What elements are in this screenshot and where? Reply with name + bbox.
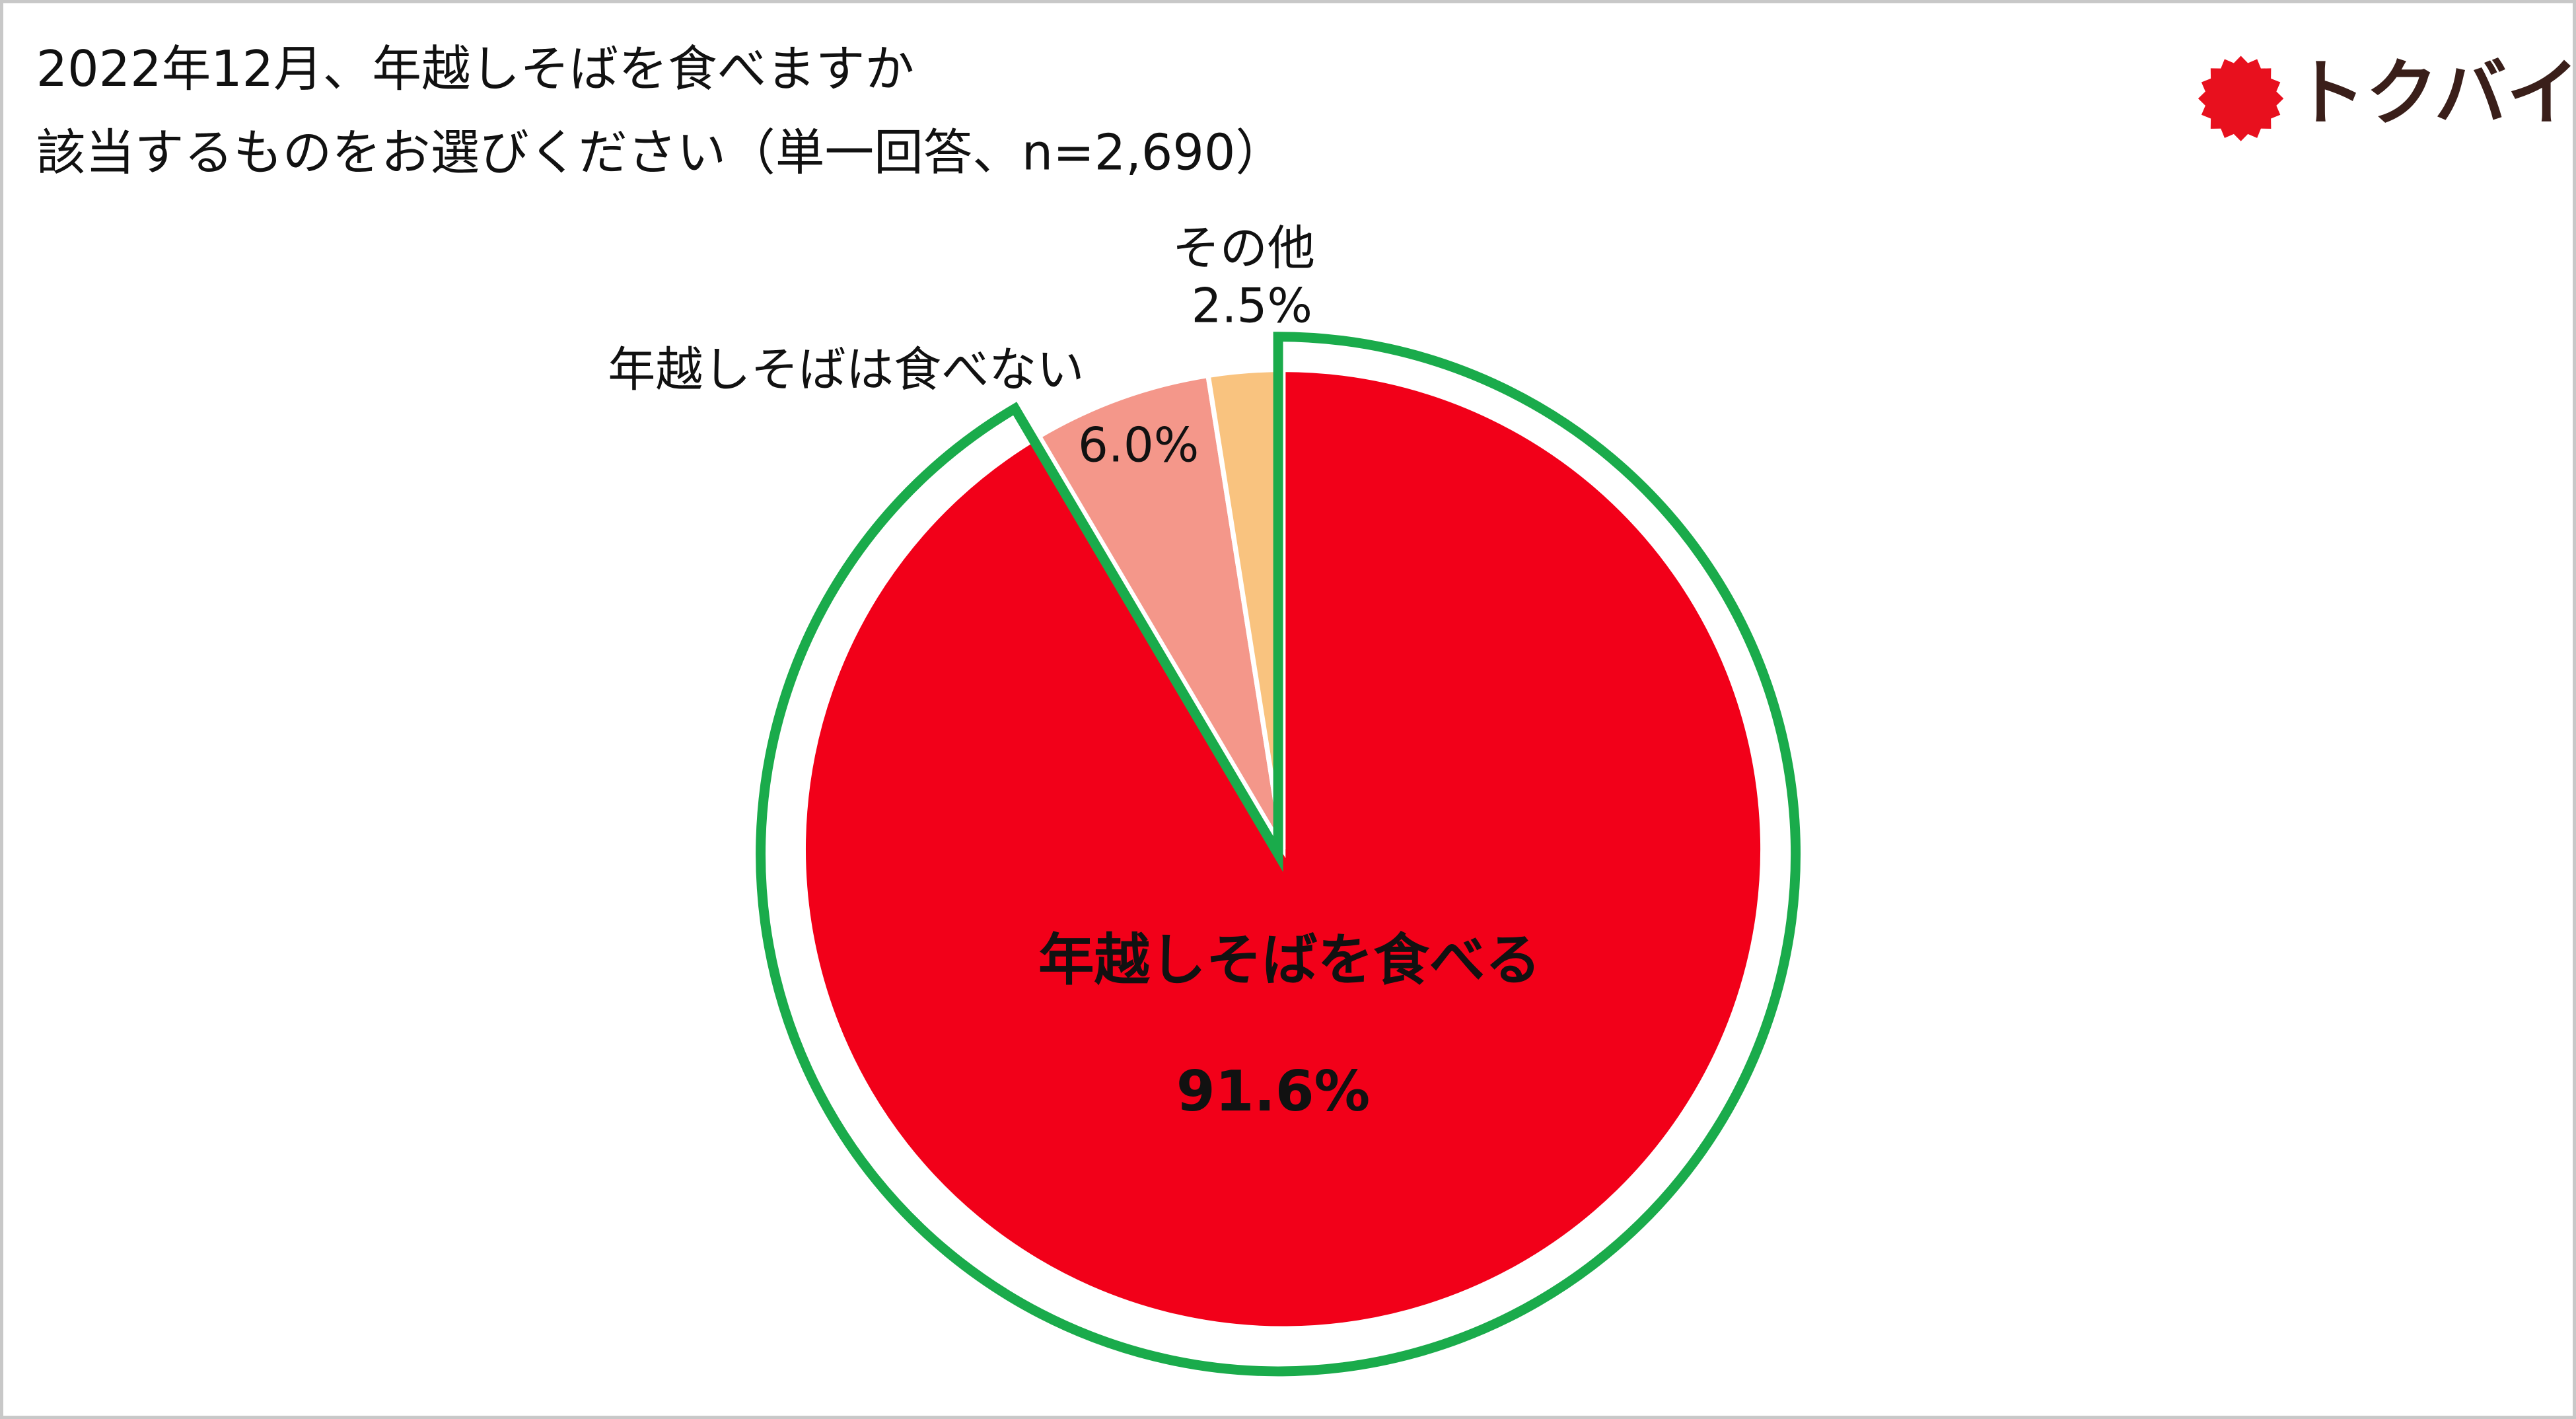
slice-label: 年越しそばを食べる xyxy=(1038,928,1541,992)
highlight-outline xyxy=(756,332,1801,1377)
slice-label: 年越しそばは食べない xyxy=(608,342,1084,398)
chart-subtitle: 該当するものをお選びください（単一回答、n=2,690） xyxy=(36,124,1285,182)
value-label: 6.0% xyxy=(1078,418,1199,474)
value-label: 2.5% xyxy=(1192,278,1312,334)
logo: トクバイ xyxy=(2198,51,2576,141)
logo-text: トクバイ xyxy=(2293,51,2576,135)
value-label: 91.6% xyxy=(1176,1059,1370,1124)
logo-badge xyxy=(2198,55,2284,141)
slice-label: その他 xyxy=(1172,221,1315,276)
chart-title: 2022年12月、年越しそばを食べますか xyxy=(36,40,914,98)
pie-slice xyxy=(1036,373,1286,851)
